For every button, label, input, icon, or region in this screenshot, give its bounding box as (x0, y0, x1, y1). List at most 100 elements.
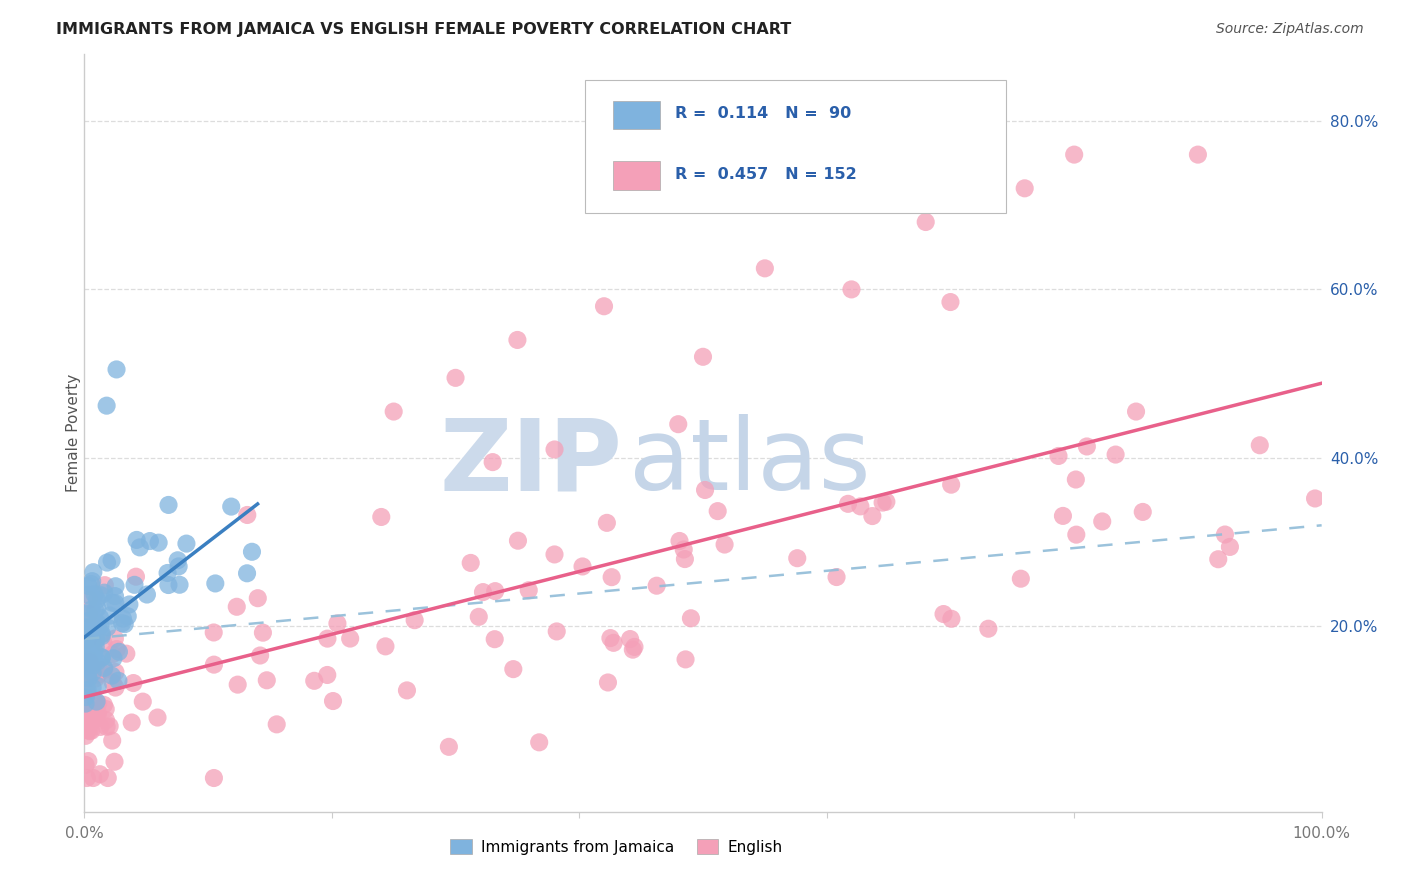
Point (600, 570, 623, 584)
Point (849, 500, 872, 514)
Point (79, 666, 101, 681)
Point (374, 640, 396, 654)
Point (1132, 505, 1154, 519)
Point (481, 455, 503, 469)
Point (468, 610, 491, 624)
Point (93, 698, 115, 712)
Point (204, 576, 226, 591)
Point (80, 646, 103, 660)
Point (619, 632, 641, 646)
Point (1063, 147, 1085, 161)
Point (543, 548, 565, 562)
Point (86, 632, 108, 647)
Point (82, 620, 104, 634)
Point (679, 611, 702, 625)
Point (76, 620, 98, 634)
Point (1219, 540, 1241, 554)
Point (76, 633, 98, 648)
Point (80, 640, 103, 655)
Point (87, 667, 110, 681)
Point (252, 625, 274, 640)
Point (76, 607, 98, 621)
Point (202, 657, 225, 672)
Point (668, 533, 690, 548)
Point (75, 702, 97, 716)
Point (977, 622, 1000, 636)
Point (90, 650, 112, 665)
Point (104, 681, 127, 695)
Point (87, 619, 110, 633)
Point (1091, 515, 1114, 529)
Point (93, 585, 115, 599)
Point (75, 640, 97, 655)
Point (111, 616, 134, 631)
Point (75, 636, 97, 650)
Point (75, 654, 97, 668)
Point (104, 632, 127, 646)
Point (90, 629, 112, 643)
Point (76, 710, 98, 724)
Point (83, 644, 105, 658)
Point (219, 500, 242, 514)
Point (246, 591, 269, 606)
Point (1047, 449, 1070, 463)
Point (1104, 448, 1126, 462)
Point (202, 625, 225, 640)
Point (1064, 473, 1087, 487)
Point (941, 477, 963, 491)
Point (75, 697, 97, 711)
Point (105, 642, 128, 657)
Point (89, 663, 111, 677)
Point (94, 702, 117, 716)
Point (80, 638, 103, 652)
FancyBboxPatch shape (613, 101, 659, 129)
Point (77, 754, 100, 768)
Point (89, 720, 111, 734)
Point (104, 579, 127, 593)
Point (166, 553, 188, 567)
Point (76, 686, 98, 700)
Point (77, 588, 100, 602)
Point (82, 650, 104, 665)
Point (599, 631, 621, 645)
Point (103, 755, 125, 769)
Point (596, 516, 619, 530)
Point (76, 771, 98, 785)
Point (125, 569, 148, 583)
Point (167, 559, 190, 574)
Point (75, 672, 97, 686)
Point (77, 579, 100, 593)
Point (87, 697, 110, 711)
Point (82, 565, 104, 579)
Point (96, 720, 118, 734)
Point (91, 650, 114, 665)
Point (86, 592, 108, 607)
Point (77, 666, 100, 681)
Point (1014, 181, 1036, 195)
Point (86, 706, 108, 721)
Point (82, 714, 104, 728)
Point (225, 599, 247, 614)
Point (101, 648, 124, 662)
Point (1125, 404, 1147, 418)
Point (623, 640, 645, 654)
Point (79, 706, 101, 720)
Point (460, 556, 482, 570)
Point (621, 642, 644, 657)
Point (98, 719, 121, 733)
Point (706, 504, 728, 518)
Point (97, 771, 120, 785)
Point (80, 602, 103, 616)
Point (506, 333, 529, 347)
Point (94, 578, 117, 592)
Point (82, 665, 104, 680)
Point (786, 551, 808, 566)
Point (139, 534, 162, 549)
Point (75, 713, 97, 727)
Point (75, 690, 97, 704)
Point (80, 577, 103, 591)
Point (666, 417, 689, 432)
Point (93, 661, 115, 675)
Point (302, 673, 325, 688)
Point (157, 498, 180, 512)
